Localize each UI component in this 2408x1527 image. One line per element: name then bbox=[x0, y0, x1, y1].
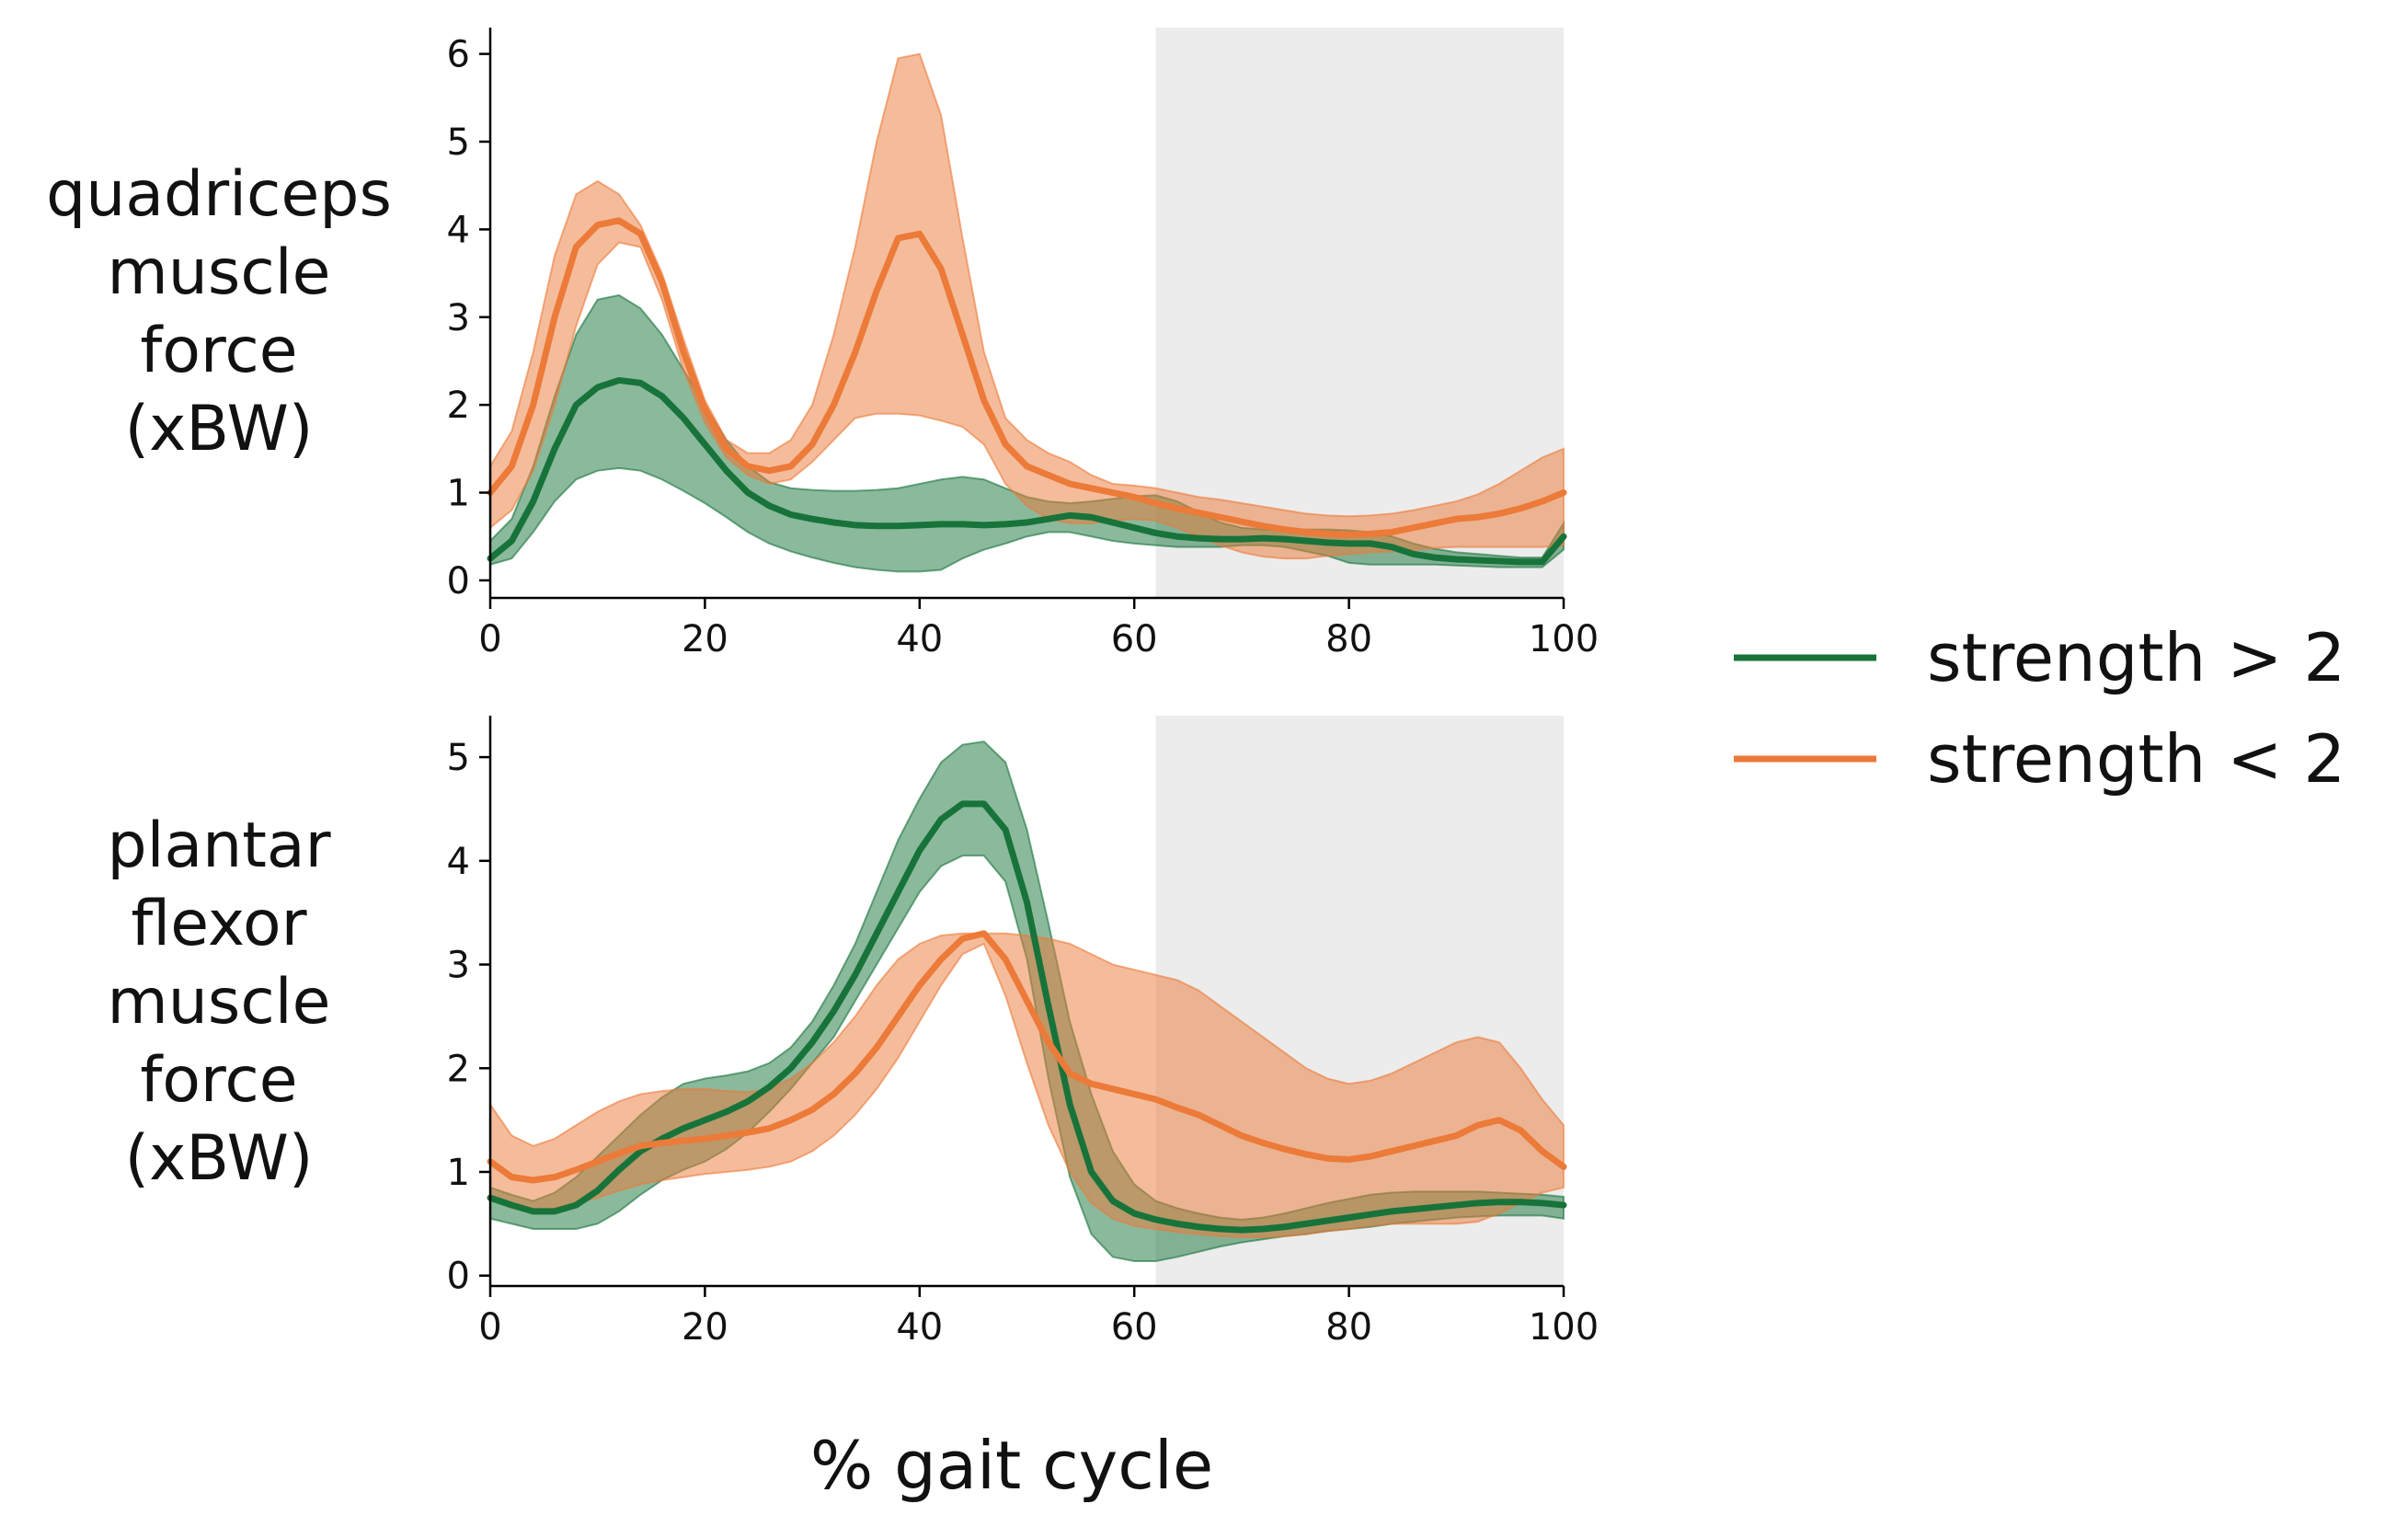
panel0-ytick-label: 4 bbox=[447, 209, 470, 251]
panel1-band-strength-lt bbox=[489, 932, 1565, 1239]
panel0-xtick-label: 80 bbox=[1325, 618, 1372, 660]
x-axis-label: % gait cycle bbox=[810, 1427, 1213, 1504]
panel1-ytick-label: 3 bbox=[447, 945, 470, 987]
panel1-xtick-label: 100 bbox=[1529, 1306, 1599, 1349]
panel1-ytick-label: 0 bbox=[447, 1256, 470, 1298]
panel0-ytick-label: 3 bbox=[447, 297, 470, 339]
panel0-band-strength-lt bbox=[489, 52, 1565, 560]
panel1-ylabel-line: plantar bbox=[107, 809, 330, 882]
panel1-xtick-label: 40 bbox=[896, 1306, 943, 1349]
panel0-ytick-label: 0 bbox=[447, 560, 470, 603]
panel0-ytick-label: 6 bbox=[447, 34, 470, 76]
legend: strength > 2 strength < 2 bbox=[1734, 619, 2345, 798]
panel1-xtick-label: 60 bbox=[1111, 1306, 1158, 1349]
panel0-xtick-label: 0 bbox=[478, 618, 501, 660]
panel1-ytick-label: 2 bbox=[447, 1048, 470, 1090]
plantar-flexor-panel: 0 1 2 3 4 5 0 20 40 60 80 100 plantarflexormusclefor… bbox=[107, 716, 1599, 1349]
panel0-ylabel-line: quadriceps bbox=[46, 158, 392, 231]
panel0-xtick-label: 20 bbox=[682, 618, 728, 660]
panel0-xtick-label: 60 bbox=[1111, 618, 1158, 660]
panel1-xtick-label: 0 bbox=[478, 1306, 501, 1349]
panel0-line-strength-gt bbox=[487, 376, 1567, 566]
panel0-ytick-label: 1 bbox=[447, 473, 470, 515]
panel1-ytick-label: 5 bbox=[447, 737, 470, 779]
panel1-ylabel-line: flexor bbox=[131, 888, 306, 960]
panel1-xtick-label: 80 bbox=[1325, 1306, 1372, 1349]
panel1-ytick-label: 1 bbox=[447, 1152, 470, 1194]
panel0-xtick-label: 100 bbox=[1529, 618, 1599, 660]
legend-label-strength-gt: strength > 2 bbox=[1927, 619, 2345, 696]
panel0-ylabel-line: (xBW) bbox=[125, 393, 314, 465]
panel1-ylabel-line: muscle bbox=[108, 966, 331, 1039]
legend-label-strength-lt: strength < 2 bbox=[1927, 720, 2345, 798]
panel0-line-strength-lt bbox=[487, 217, 1567, 538]
panel1-line-strength-lt bbox=[487, 930, 1567, 1184]
panel0-ytick-label: 2 bbox=[447, 385, 470, 427]
panel1-ytick-label: 4 bbox=[447, 841, 470, 883]
panel0-ytick-label: 5 bbox=[447, 121, 470, 164]
panel1-line-strength-gt bbox=[487, 800, 1567, 1234]
panel1-xtick-label: 20 bbox=[682, 1306, 728, 1349]
panel1-ylabel-line: force bbox=[140, 1044, 297, 1117]
panel0-ylabel-line: muscle bbox=[108, 236, 331, 309]
panel1-ylabel-line: (xBW) bbox=[125, 1122, 314, 1195]
panel0-xtick-label: 40 bbox=[896, 618, 943, 660]
panel0-ylabel-line: force bbox=[140, 315, 297, 387]
